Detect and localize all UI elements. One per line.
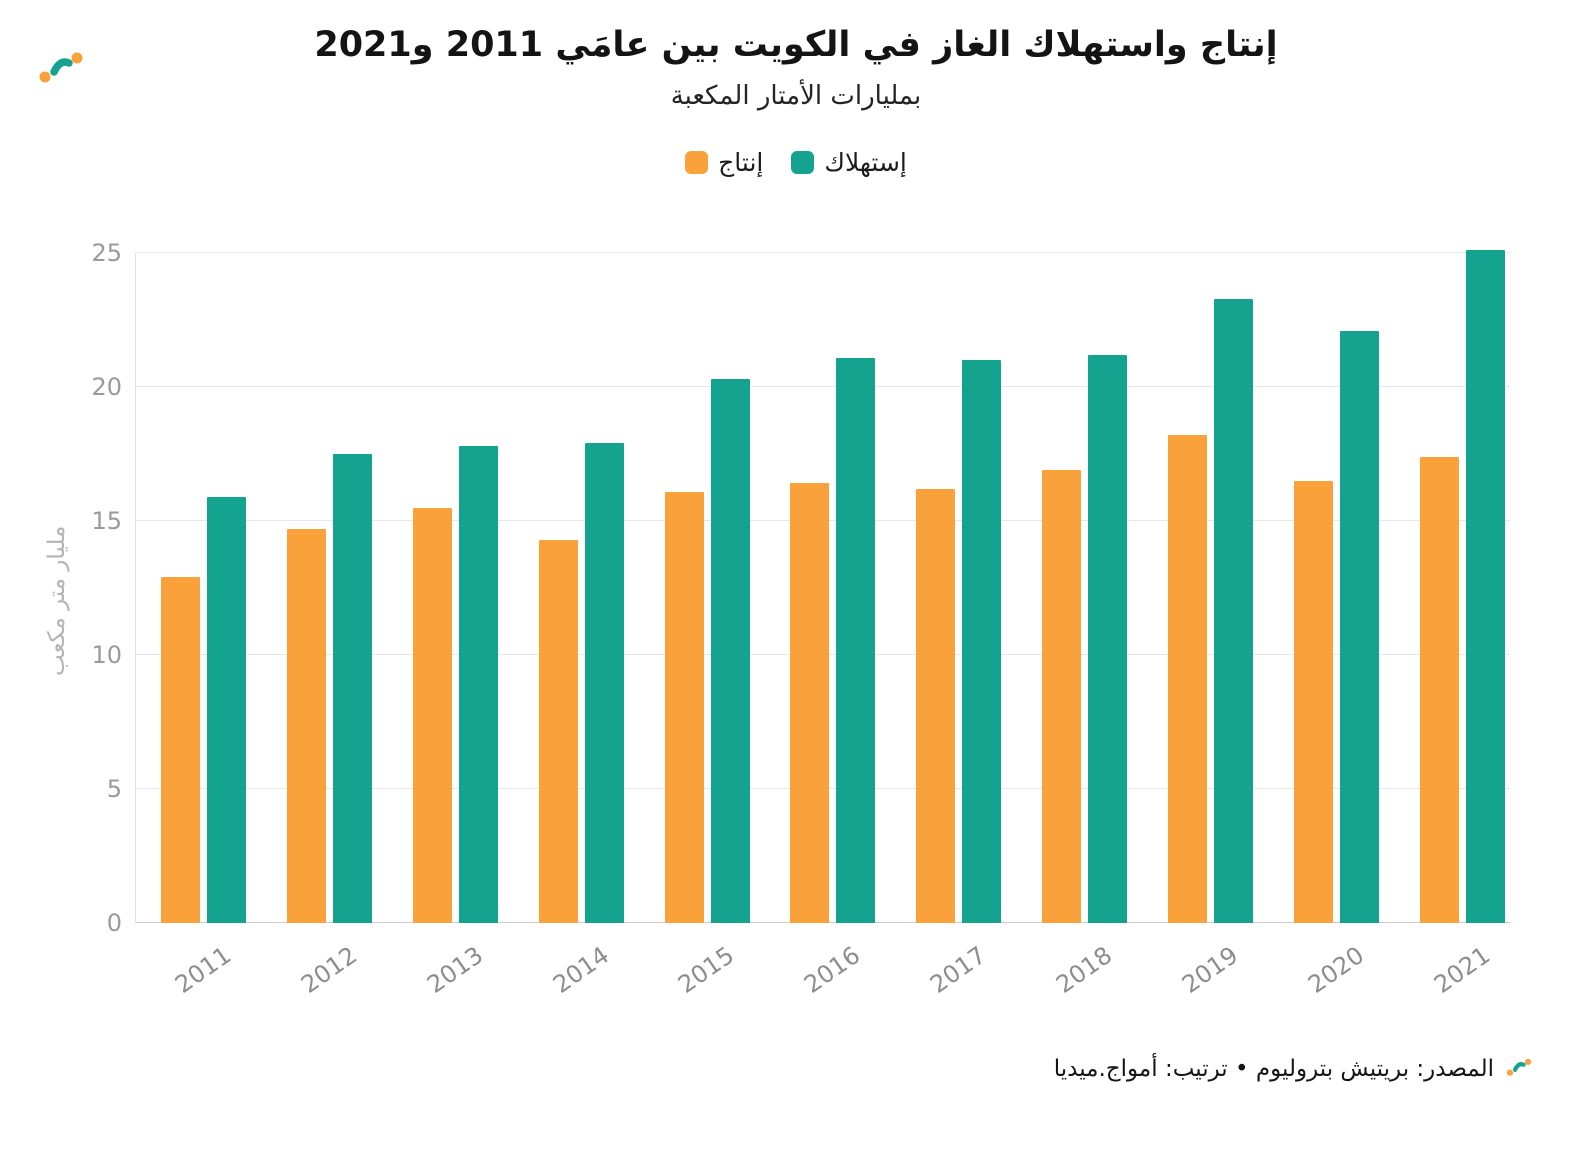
bar-consumption-2016[interactable]: [836, 357, 876, 923]
bar-production-2018[interactable]: [1042, 470, 1082, 923]
x-axis-label: 2015: [673, 941, 740, 999]
y-axis-tick-label: 15: [91, 507, 122, 535]
bar-production-2011[interactable]: [161, 577, 200, 923]
x-cell-2017: 2017: [916, 923, 1001, 1003]
bar-consumption-2021[interactable]: [1465, 250, 1505, 923]
bar-consumption-2017[interactable]: [962, 360, 1002, 923]
x-cell-2020: 2020: [1294, 923, 1379, 1003]
x-cell-2019: 2019: [1168, 923, 1253, 1003]
bar-consumption-2014[interactable]: [584, 443, 624, 923]
x-axis-label: 2018: [1051, 941, 1118, 999]
x-axis-label: 2014: [547, 941, 614, 999]
x-cell-2013: 2013: [413, 923, 498, 1003]
bar-consumption-2015[interactable]: [710, 378, 750, 923]
x-cell-2012: 2012: [287, 923, 372, 1003]
bar-production-2021[interactable]: [1419, 456, 1459, 923]
x-axis-label: 2020: [1302, 941, 1370, 999]
page-title: إنتاج واستهلاك الغاز في الكويت بين عامَي…: [314, 25, 1278, 65]
gridline: [136, 252, 1510, 253]
bar-production-2017[interactable]: [916, 488, 956, 923]
x-cell-2011: 2011: [161, 923, 246, 1003]
x-cell-2014: 2014: [539, 923, 624, 1003]
legend-item-production: إنتاج: [685, 148, 763, 177]
x-cell-2021: 2021: [1420, 923, 1505, 1003]
bar-groups: [136, 250, 1510, 923]
footer-credit: المصدر: بريتيش بتروليوم • ترتيب: أمواج.م…: [1053, 1056, 1494, 1082]
legend-swatch-consumption: [791, 151, 815, 174]
bar-consumption-2019[interactable]: [1214, 298, 1254, 923]
bar-group-2017: [916, 253, 1002, 923]
x-cell-2018: 2018: [1042, 923, 1127, 1003]
bar-consumption-2020[interactable]: [1340, 330, 1380, 923]
bar-production-2019[interactable]: [1168, 435, 1208, 923]
footer-logo-icon: [1506, 1056, 1532, 1082]
bar-consumption-2018[interactable]: [1088, 354, 1128, 923]
bar-production-2016[interactable]: [790, 483, 830, 923]
bar-group-2020: [1294, 253, 1380, 923]
x-axis-label: 2016: [799, 941, 866, 999]
x-cell-2016: 2016: [790, 923, 875, 1003]
x-axis-label: 2013: [421, 941, 488, 999]
chart: 0 5 10 15 20 25 2011 2012 2013 2014 2015 2016 2017 2…: [91, 241, 1510, 999]
x-axis-label: 2017: [925, 941, 992, 999]
bar-consumption-2012[interactable]: [332, 454, 372, 923]
bar-group-2021: [1419, 250, 1505, 923]
bar-production-2013[interactable]: [412, 507, 452, 923]
bar-group-2014: [538, 253, 624, 923]
bar-group-2012: [286, 253, 372, 923]
legend: إنتاج إستهلاك: [0, 148, 1592, 177]
bar-production-2014[interactable]: [538, 539, 578, 923]
bar-group-2013: [412, 253, 498, 923]
y-axis-tick-label: 25: [91, 239, 122, 267]
brand-logo-icon: [38, 48, 84, 90]
legend-label-production: إنتاج: [718, 148, 764, 177]
y-axis-tick-label: 5: [106, 775, 122, 803]
footer: المصدر: بريتيش بتروليوم • ترتيب: أمواج.م…: [1054, 1056, 1532, 1082]
legend-item-consumption: إستهلاك: [791, 148, 907, 177]
y-axis-tick-label: 20: [91, 373, 122, 401]
bar-production-2015[interactable]: [664, 491, 704, 923]
y-axis-tick-label: 10: [91, 641, 122, 669]
y-axis-title: مليار متر مكعب: [44, 525, 70, 676]
bar-consumption-2013[interactable]: [458, 445, 498, 923]
bar-group-2016: [790, 253, 876, 923]
y-axis-tick-label: 0: [106, 909, 122, 937]
x-axis-label: 2012: [295, 941, 362, 999]
page-subtitle: بمليارات الأمتار المكعبة: [670, 81, 922, 111]
bar-production-2012[interactable]: [286, 529, 326, 923]
x-cell-2015: 2015: [665, 923, 750, 1003]
x-axis-label: 2011: [169, 941, 237, 999]
bar-group-2015: [664, 253, 750, 923]
bar-production-2020[interactable]: [1294, 480, 1334, 923]
bar-consumption-2011[interactable]: [207, 496, 246, 923]
bar-group-2019: [1168, 253, 1254, 923]
legend-swatch-production: [685, 151, 709, 174]
x-axis-labels: 2011 2012 2013 2014 2015 2016 2017 2018 2019 2020…: [136, 923, 1510, 1003]
bar-group-2018: [1042, 253, 1128, 923]
x-axis-label: 2021: [1428, 941, 1495, 999]
x-axis-label: 2019: [1177, 941, 1244, 999]
gridline: [136, 386, 1510, 387]
bar-group-2011: [161, 253, 246, 923]
legend-label-consumption: إستهلاك: [824, 148, 907, 177]
